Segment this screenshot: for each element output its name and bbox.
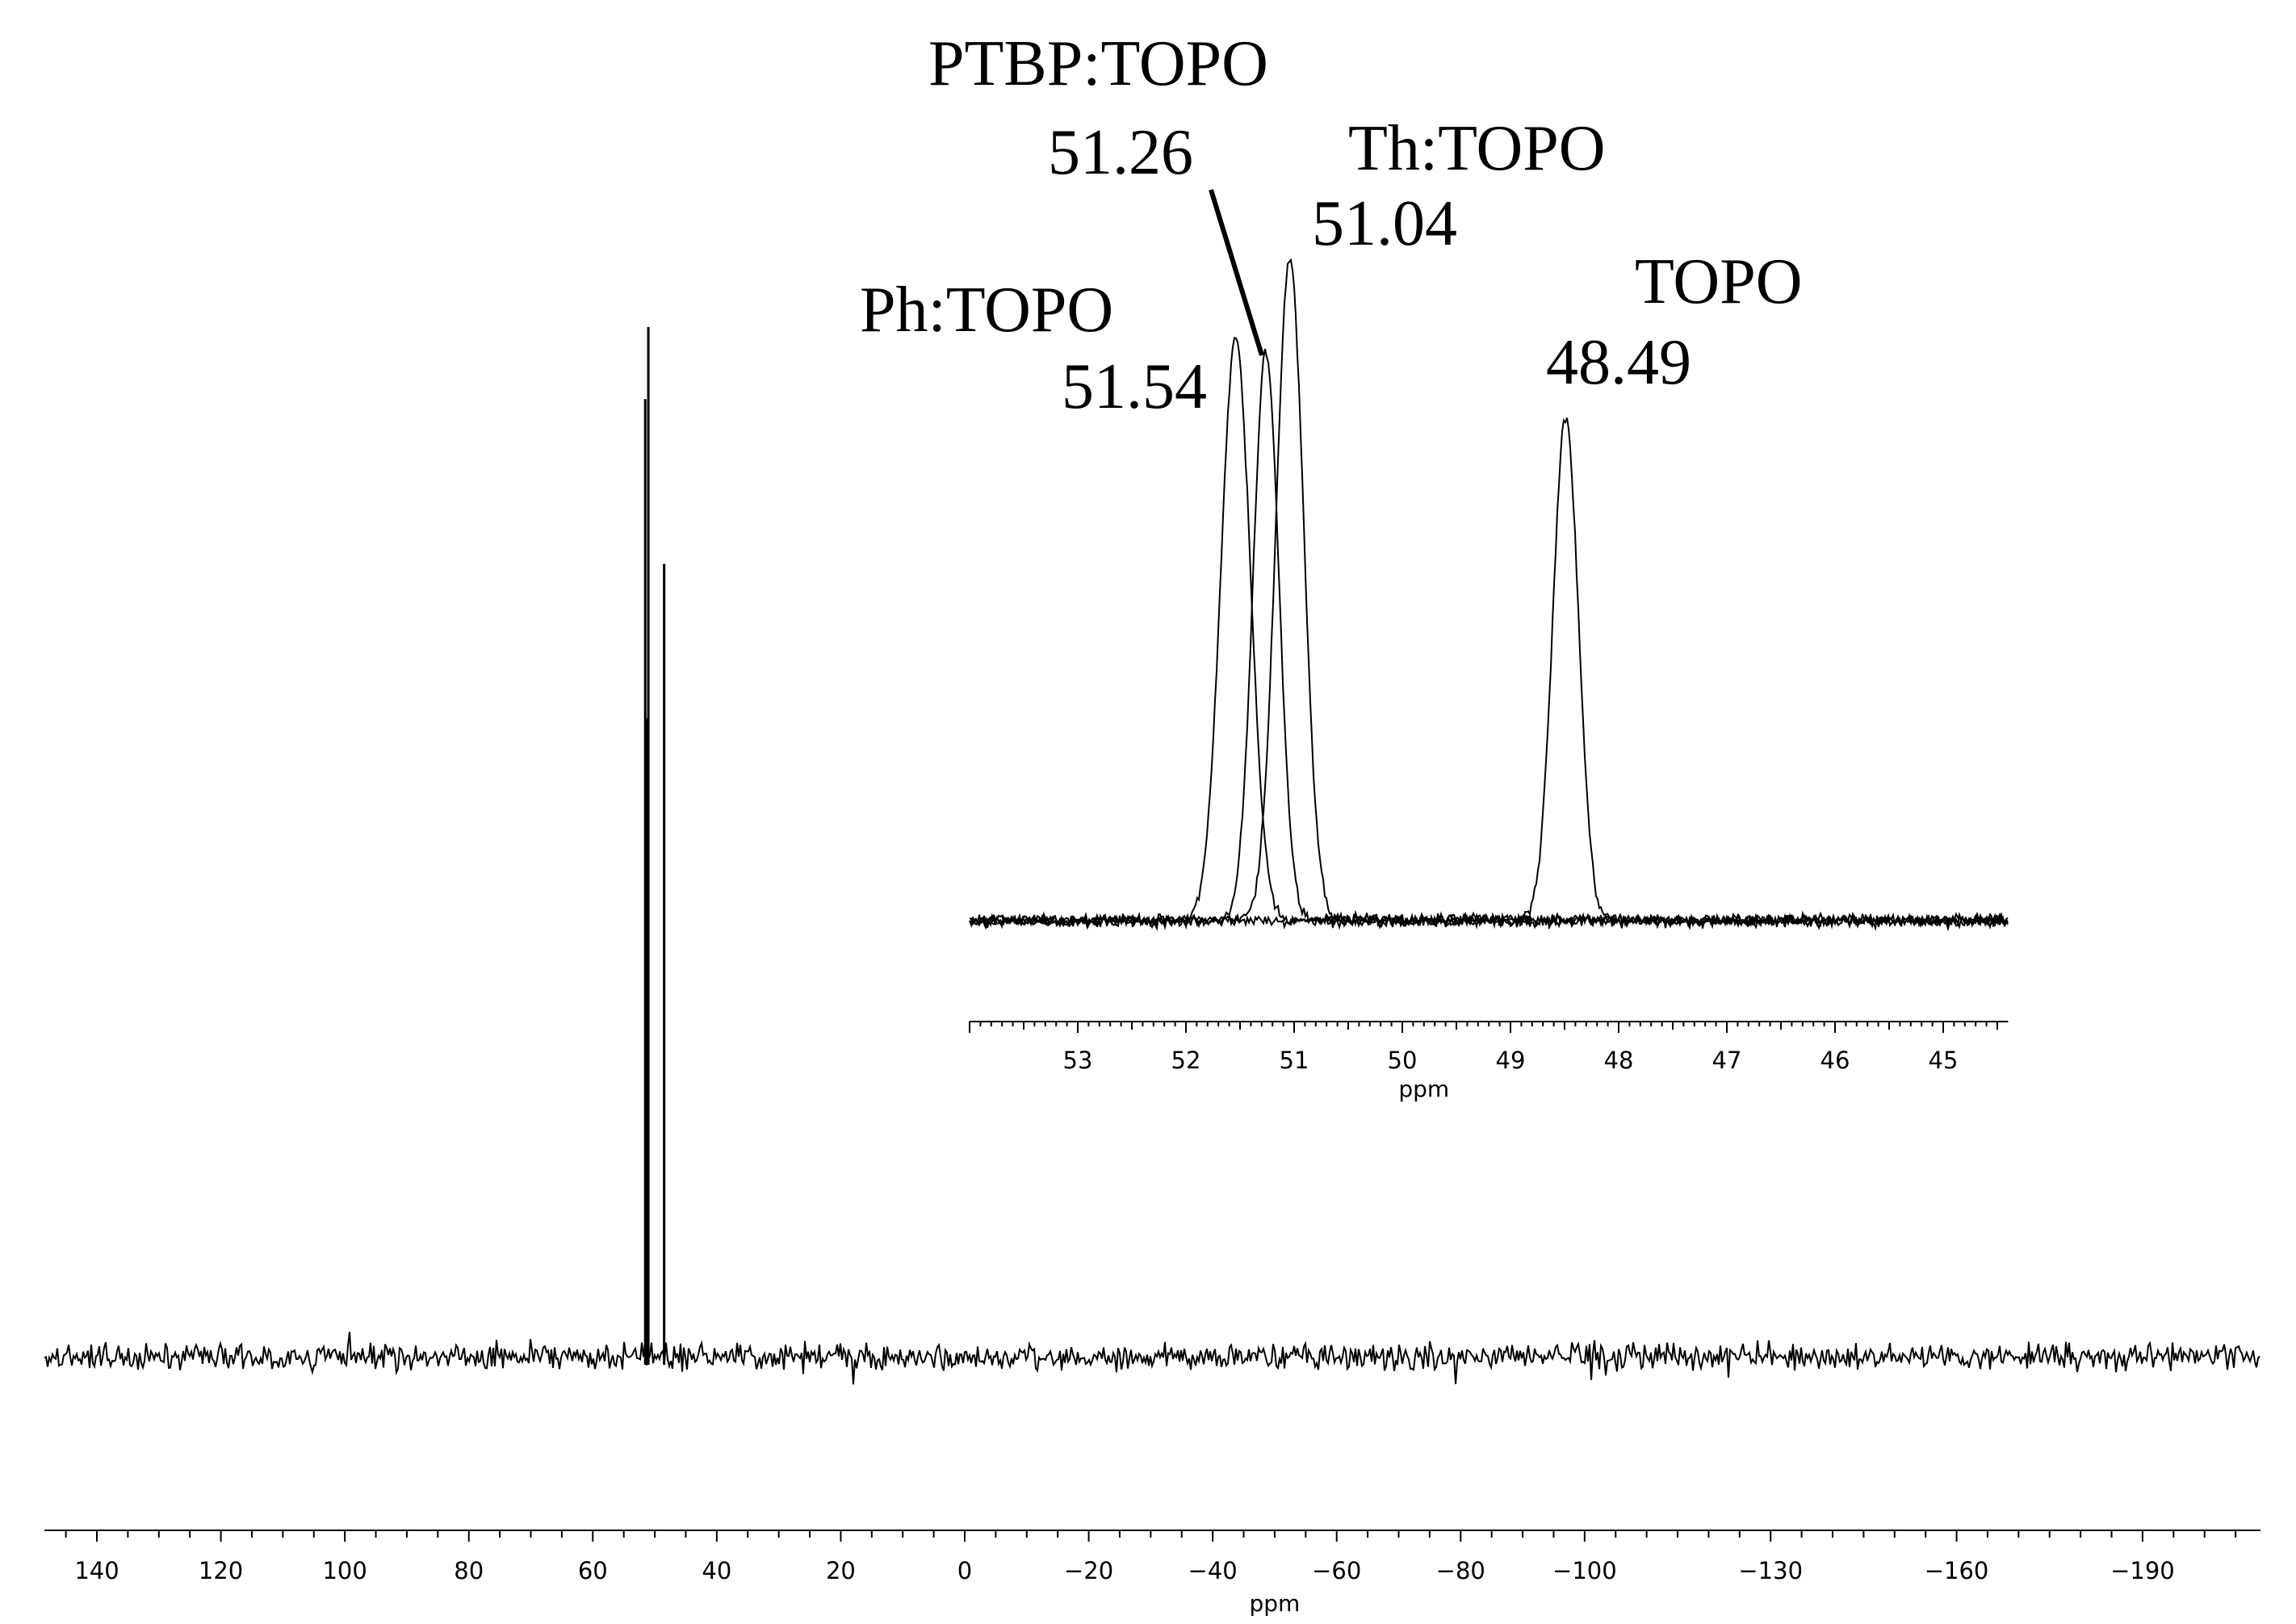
main-tick-label: −100	[1552, 1557, 1617, 1584]
inset-trace-3	[969, 418, 2009, 932]
annotation-topo-name: TOPO	[1635, 246, 1802, 317]
inset-tick-label: 47	[1712, 1047, 1742, 1074]
inset-tick-label: 50	[1388, 1047, 1418, 1074]
annotation-ph-topo-value: 51.54	[1062, 351, 1207, 422]
inset-tick-label: 51	[1280, 1047, 1309, 1074]
main-spectrum-trace	[44, 1332, 2260, 1385]
annotation-ptbp-topo-name: PTBP:TOPO	[928, 28, 1268, 99]
main-tick-label: −80	[1436, 1557, 1485, 1584]
inset-x-axis-tick-labels: 53 52 51 50 49 48 47 46 45	[1063, 1047, 1959, 1074]
inset-tick-label: 49	[1496, 1047, 1526, 1074]
annotation-ph-topo-name: Ph:TOPO	[860, 275, 1113, 346]
main-tick-label: 0	[957, 1557, 972, 1584]
annotation-th-topo-value: 51.04	[1312, 188, 1457, 259]
main-tick-label: 20	[826, 1557, 856, 1584]
main-tick-label: −160	[1925, 1557, 1989, 1584]
main-x-axis-tick-labels: 140 120 100 80 60 40 20 0 −20 −40 −60 −80 −100 −130 −1…	[74, 1557, 2175, 1584]
inset-tick-label: 45	[1929, 1047, 1959, 1074]
inset-x-axis-title: ppm	[1398, 1076, 1449, 1102]
inset-trace-1	[969, 348, 2009, 932]
inset-x-axis-ticks	[969, 1022, 1998, 1033]
main-x-axis-ticks	[65, 1530, 2237, 1542]
inset-spectrum-panel: 53 52 51 50 49 48 47 46 45 ppm Ph:TOPO 51.54 PTB…	[860, 28, 2009, 1102]
inset-tick-label: 53	[1063, 1047, 1093, 1074]
main-tick-label: 100	[322, 1557, 367, 1584]
inset-tick-label: 52	[1171, 1047, 1201, 1074]
main-tick-label: −190	[2110, 1557, 2175, 1584]
main-tick-label: 80	[454, 1557, 484, 1584]
inset-tick-label: 48	[1604, 1047, 1634, 1074]
annotation-ptbp-topo-pointer	[1209, 189, 1264, 356]
annotation-ptbp-topo-value: 51.26	[1048, 117, 1193, 188]
main-tick-label: −130	[1738, 1557, 1803, 1584]
main-tick-label: −20	[1064, 1557, 1113, 1584]
main-tick-label: −60	[1312, 1557, 1361, 1584]
inset-tick-label: 46	[1820, 1047, 1850, 1074]
main-tick-label: 140	[74, 1557, 119, 1584]
main-spectrum-panel: 140 120 100 80 60 40 20 0 −20 −40 −60 −80 −100 −130 −1…	[44, 327, 2260, 1617]
main-tick-label: 60	[578, 1557, 608, 1584]
main-tick-label: −40	[1188, 1557, 1238, 1584]
main-peak-lines	[643, 327, 666, 1365]
annotation-topo-value: 48.49	[1546, 327, 1691, 398]
main-tick-label: 40	[702, 1557, 731, 1584]
inset-spectrum-traces	[969, 258, 2009, 932]
main-tick-label: 120	[199, 1557, 243, 1584]
annotation-th-topo-name: Th:TOPO	[1348, 113, 1606, 184]
main-x-axis-title: ppm	[1250, 1590, 1301, 1617]
inset-trace-0	[969, 337, 2009, 932]
